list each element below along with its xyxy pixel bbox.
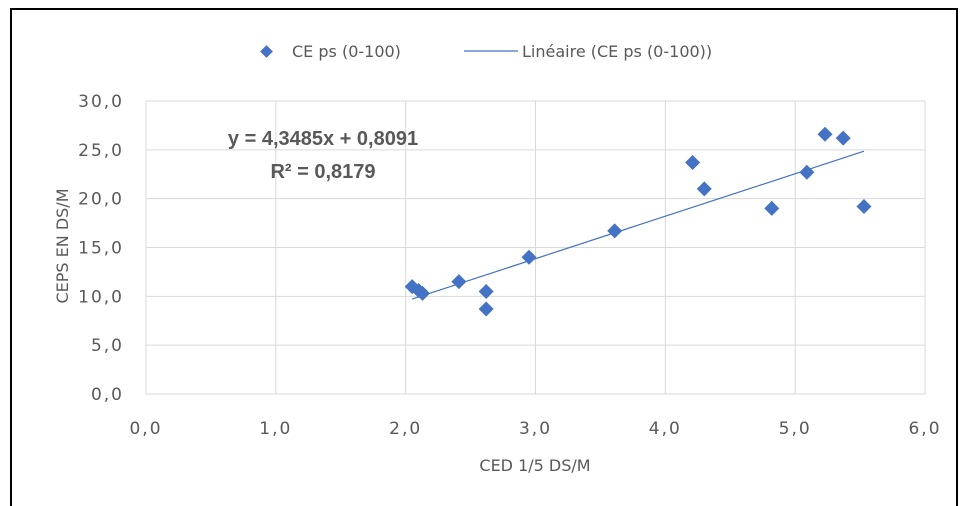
trendline-equation: y = 4,3485x + 0,8091 bbox=[228, 128, 418, 150]
x-tick-label: 6,0 bbox=[908, 419, 941, 439]
trendline bbox=[411, 150, 865, 300]
chart-frame bbox=[10, 8, 958, 506]
x-tick-label: 3,0 bbox=[519, 419, 552, 439]
y-tick-label: 25,0 bbox=[78, 141, 124, 161]
data-point bbox=[817, 126, 833, 142]
legend: CE ps (0-100) Linéaire (CE ps (0-100)) bbox=[260, 42, 712, 61]
data-point bbox=[451, 274, 467, 290]
x-tick-label: 1,0 bbox=[259, 419, 292, 439]
y-tick-label: 30,0 bbox=[78, 92, 124, 112]
trendline-layer bbox=[411, 150, 865, 300]
x-tick-label: 4,0 bbox=[649, 419, 682, 439]
x-axis-title: CED 1/5 DS/M bbox=[479, 456, 590, 475]
y-tick-label: 15,0 bbox=[78, 239, 124, 259]
data-point bbox=[607, 223, 623, 239]
data-point bbox=[415, 285, 431, 301]
y-tick-label: 0,0 bbox=[91, 385, 124, 405]
y-tick-label: 5,0 bbox=[91, 336, 124, 356]
data-point bbox=[764, 200, 780, 216]
legend-marker-diamond bbox=[260, 45, 273, 58]
x-tick-label: 5,0 bbox=[779, 419, 812, 439]
data-point bbox=[685, 155, 701, 171]
data-point bbox=[478, 283, 494, 299]
x-tick-labels: 0,0 1,0 2,0 3,0 4,0 5,0 6,0 bbox=[129, 419, 941, 439]
y-tick-label: 20,0 bbox=[78, 190, 124, 210]
axes bbox=[145, 101, 925, 395]
y-tick-label: 10,0 bbox=[78, 287, 124, 307]
data-point bbox=[696, 181, 712, 197]
data-point bbox=[799, 164, 815, 180]
gridlines bbox=[146, 100, 926, 394]
legend-trendline-label: Linéaire (CE ps (0-100)) bbox=[522, 42, 712, 61]
legend-series-label: CE ps (0-100) bbox=[292, 42, 401, 61]
x-tick-label: 2,0 bbox=[389, 419, 422, 439]
data-points bbox=[404, 126, 872, 317]
r-squared-label: R² = 0,8179 bbox=[270, 161, 375, 183]
data-point bbox=[835, 130, 851, 146]
data-point bbox=[856, 198, 872, 214]
y-axis-title: CEPS EN DS/M bbox=[53, 188, 72, 303]
x-tick-label: 0,0 bbox=[129, 419, 162, 439]
data-point bbox=[521, 249, 537, 265]
data-point bbox=[478, 301, 494, 317]
y-tick-labels: 0,0 5,0 10,0 15,0 20,0 25,0 30,0 bbox=[78, 92, 124, 405]
